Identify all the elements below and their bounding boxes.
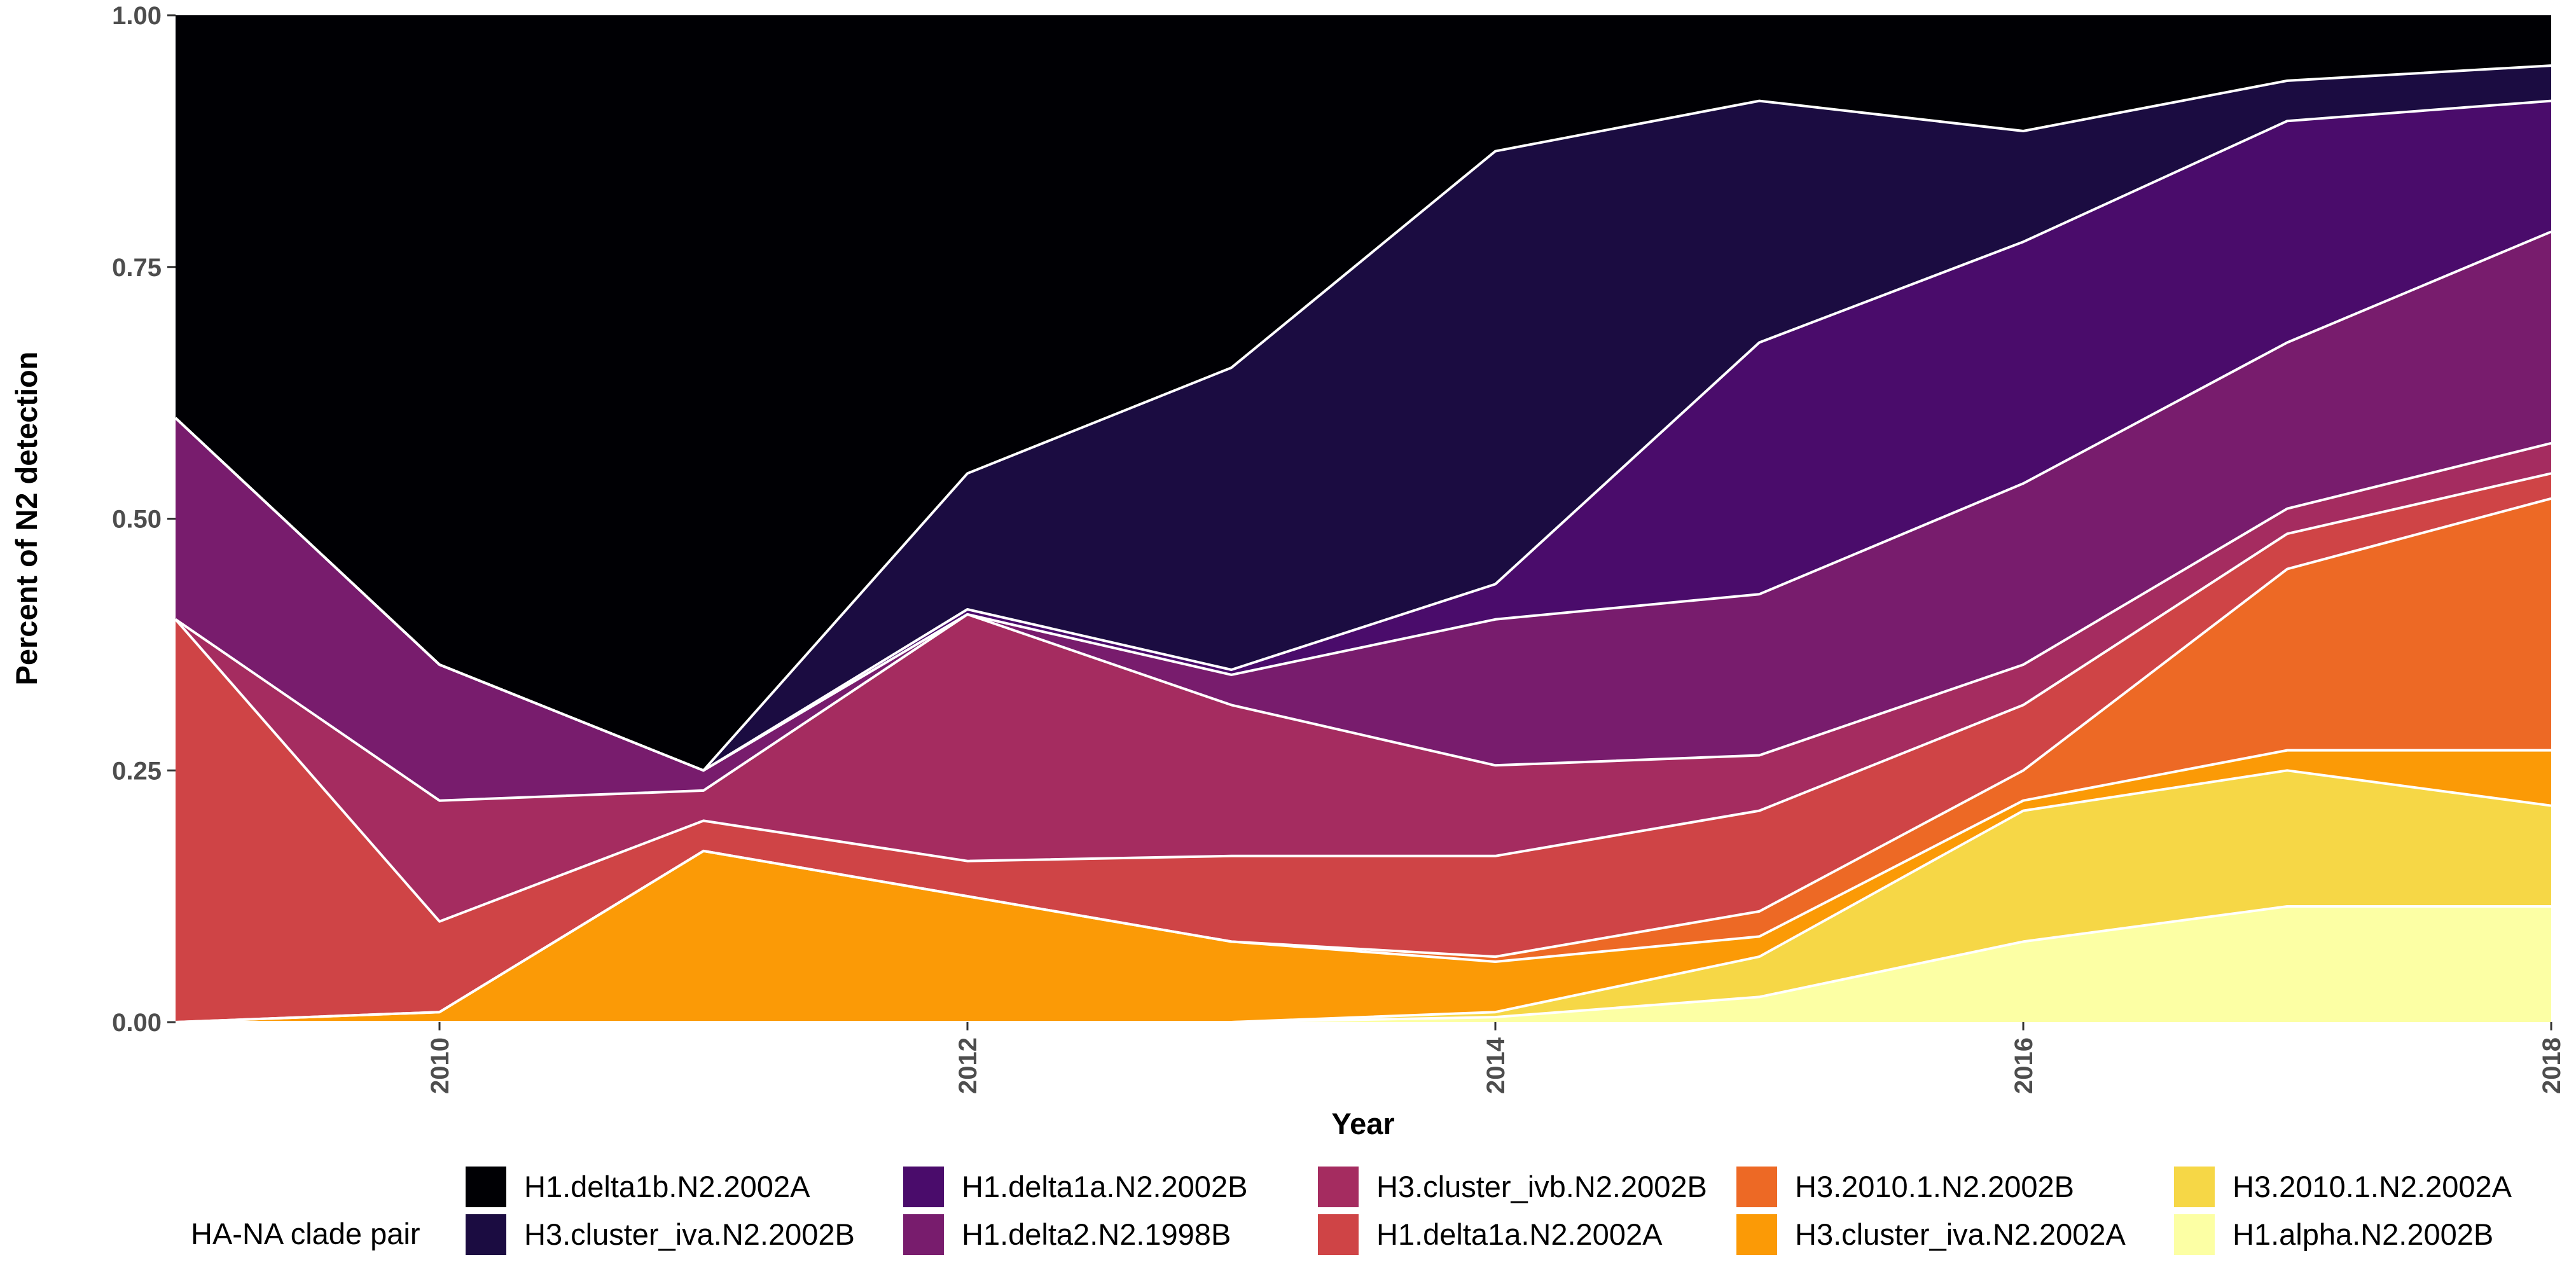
area-H3.cluster_ivb.N2.2002B bbox=[176, 443, 2551, 922]
y-tick-label: 0.25 bbox=[112, 757, 162, 785]
legend-label: H3.2010.1.N2.2002A bbox=[2233, 1170, 2512, 1203]
boundary-line-H3.2010.1.N2.2002A bbox=[176, 769, 2552, 1023]
boundary-line-H3.cluster_iva.N2.2002B bbox=[174, 64, 2552, 772]
legend-swatch bbox=[1736, 1214, 1777, 1255]
legend-swatch bbox=[903, 1167, 944, 1207]
y-axis-title: Percent of N2 detection bbox=[10, 352, 43, 686]
area-H3.2010.1.N2.2002A bbox=[176, 770, 2551, 1022]
legend-label: H3.cluster_ivb.N2.2002B bbox=[1376, 1170, 1707, 1203]
legend-swatch bbox=[903, 1214, 944, 1255]
legend-swatch bbox=[466, 1214, 506, 1255]
y-tick-label: 1.00 bbox=[112, 2, 162, 30]
x-tick-label: 2014 bbox=[1482, 1037, 1510, 1094]
boundary-line-H3.cluster_ivb.N2.2002B bbox=[174, 441, 2552, 802]
y-tick-label: 0.50 bbox=[112, 506, 162, 534]
area-layer bbox=[174, 15, 2552, 1023]
legend-label: H1.delta2.N2.1998B bbox=[962, 1217, 1231, 1251]
legend-swatch bbox=[2174, 1214, 2215, 1255]
legend-swatch bbox=[1318, 1167, 1359, 1207]
x-tick-label: 2016 bbox=[2010, 1037, 2038, 1094]
area-H1.alpha.N2.2002B bbox=[176, 906, 2551, 1022]
boundary-line-H3.2010.1.N2.2002B bbox=[175, 497, 2552, 1023]
area-H3.cluster_iva.N2.2002B bbox=[176, 66, 2551, 771]
x-tick-label: 2010 bbox=[426, 1037, 454, 1094]
legend-swatch bbox=[1736, 1167, 1777, 1207]
legend-label: H1.delta1b.N2.2002A bbox=[524, 1170, 810, 1203]
y-tick-label: 0.00 bbox=[112, 1009, 162, 1037]
x-axis-title: Year bbox=[1331, 1107, 1394, 1140]
legend-label: H3.cluster_iva.N2.2002A bbox=[1795, 1217, 2126, 1251]
legend-label: H3.2010.1.N2.2002B bbox=[1795, 1170, 2074, 1203]
legend-label: H1.alpha.N2.2002B bbox=[2233, 1217, 2493, 1251]
legend-swatch bbox=[1318, 1214, 1359, 1255]
area-H3.2010.1.N2.2002B bbox=[176, 498, 2551, 1022]
x-tick-label: 2018 bbox=[2538, 1037, 2566, 1094]
area-H1.delta1b.N2.2002A bbox=[176, 15, 2551, 771]
legend-swatch bbox=[2174, 1167, 2215, 1207]
legend-label: H1.delta1a.N2.2002A bbox=[1376, 1217, 1663, 1251]
x-tick-label: 2012 bbox=[954, 1037, 982, 1094]
area-H3.cluster_iva.N2.2002A bbox=[176, 750, 2551, 1022]
area-H1.delta2.N2.1998B bbox=[176, 232, 2551, 801]
legend-swatch bbox=[466, 1167, 506, 1207]
legend: HA-NA clade pair H1.delta1b.N2.2002A H3.c… bbox=[191, 1167, 2512, 1255]
legend-title: HA-NA clade pair bbox=[191, 1217, 420, 1250]
axes-layer: 0.00 0.25 0.50 0.75 1.00 2010 2012 2014 2016 2018 bbox=[112, 2, 2566, 1094]
legend-label: H3.cluster_iva.N2.2002B bbox=[524, 1217, 855, 1251]
boundary-line-H1.delta1a.N2.2002A bbox=[174, 472, 2552, 923]
y-tick-label: 0.75 bbox=[112, 254, 162, 282]
legend-label: H1.delta1a.N2.2002B bbox=[962, 1170, 1247, 1203]
